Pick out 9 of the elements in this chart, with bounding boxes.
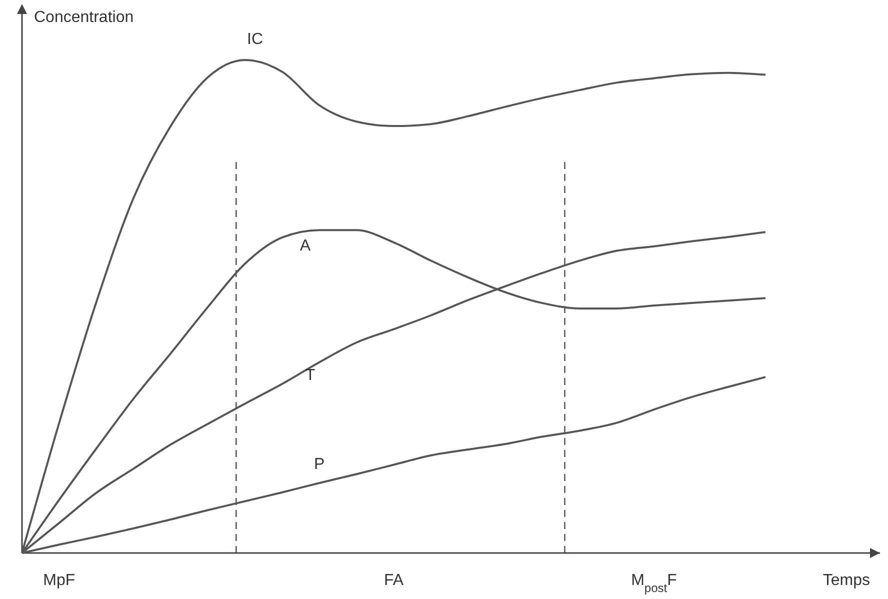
series-label: P — [314, 456, 325, 473]
series-label: A — [300, 237, 311, 254]
y-axis-title: Concentration — [34, 9, 134, 26]
series-label: IC — [247, 31, 264, 48]
x-tick-label: FA — [384, 572, 404, 589]
x-tick-label: M$_{post}$F — [631, 572, 678, 595]
x-tick-label: MpF — [43, 572, 76, 589]
x-axis-title: Temps — [822, 572, 870, 589]
series-label: T — [305, 366, 316, 384]
